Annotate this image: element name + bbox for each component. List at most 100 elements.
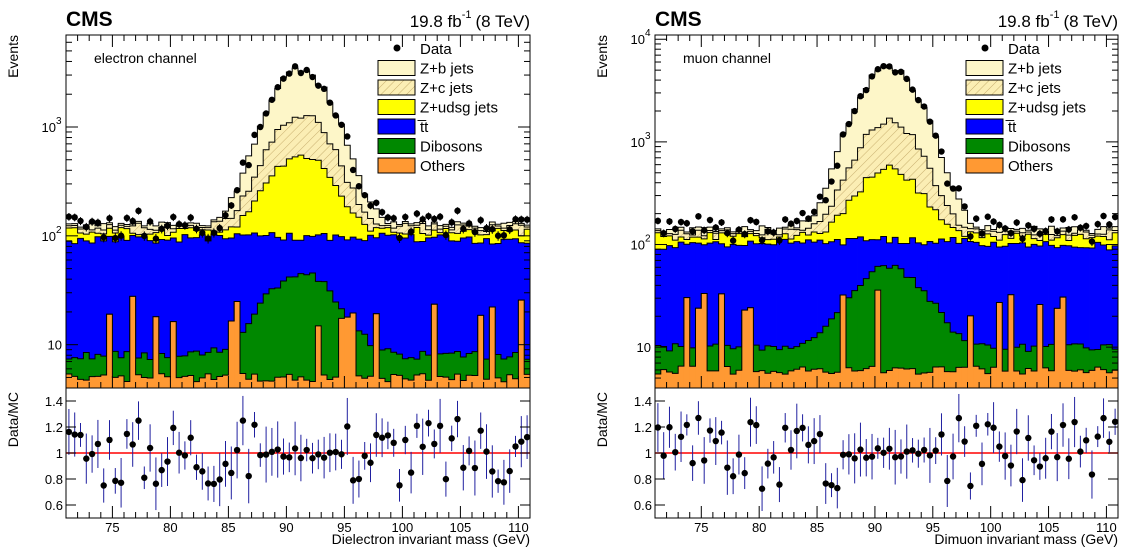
ratio-point [349, 477, 357, 484]
stack-bin [817, 368, 824, 388]
ratio-point [996, 443, 1003, 450]
stack-bin [776, 239, 783, 388]
y-tick-label: 10 [637, 340, 651, 355]
ratio-point [175, 449, 183, 456]
stack-bin [759, 370, 766, 388]
stack-bin [672, 373, 679, 388]
ratio-point [129, 441, 136, 448]
stack-bin [286, 277, 293, 388]
stack-bin [454, 241, 461, 388]
data-points [65, 63, 531, 244]
stack-bin [414, 375, 421, 388]
stack-bin [1013, 243, 1021, 388]
ratio-point [65, 428, 73, 436]
data-point [1007, 229, 1015, 237]
stack-bin [1112, 349, 1119, 388]
legend-label: Dibosons [1008, 139, 1071, 156]
stack-bin [489, 307, 496, 388]
stack-others [66, 295, 531, 388]
cms-label: CMS [655, 8, 702, 31]
lumi-energy: (8 TeV) [1064, 12, 1119, 31]
stack-bin [1031, 346, 1038, 388]
stack-bin [141, 236, 148, 388]
stack-bin [332, 302, 339, 388]
stack-bin [741, 310, 748, 388]
data-point [1059, 216, 1067, 223]
data-point [373, 199, 380, 206]
ratio-point [373, 431, 380, 439]
stack-bin [495, 377, 502, 388]
stack-bin [269, 288, 276, 388]
data-point [193, 225, 200, 232]
stack-bin [944, 371, 951, 388]
stack-bin [678, 366, 685, 388]
data-point [164, 222, 171, 230]
legend-label: Z+udsg jets [420, 100, 498, 117]
stack-bin [211, 233, 218, 388]
ratio-point [141, 474, 148, 481]
stack-bin [1106, 372, 1113, 388]
stack-bin [1089, 349, 1096, 388]
stack-bin [524, 359, 531, 388]
stack-bin [1089, 370, 1096, 388]
ratio-point [320, 454, 328, 461]
data-point [1065, 226, 1073, 233]
stack-bin [1002, 371, 1009, 388]
stack-bin [506, 239, 513, 388]
stack-bin [1094, 242, 1102, 388]
ratio-point [1054, 453, 1061, 461]
data-point [897, 68, 905, 76]
stack-bin [955, 243, 963, 388]
stack-bin [205, 373, 212, 388]
ratio-point [431, 440, 438, 448]
data-point [297, 69, 305, 77]
stack-bin [419, 373, 426, 388]
stack-bin [506, 374, 513, 388]
stack-bin [443, 235, 450, 388]
y-tick-label: 10 [48, 338, 62, 353]
x-axis: 75 80 85 90 95 100 105 110 [666, 35, 1117, 535]
stack-bin [770, 346, 777, 388]
data-point [926, 118, 934, 125]
ratio-point [1059, 421, 1067, 429]
legend-label: t̅t [1005, 119, 1017, 136]
y-axis-title: Events [594, 35, 610, 78]
stack-bin [390, 234, 397, 388]
stack-bin [182, 376, 189, 388]
stack-bin [216, 352, 223, 388]
stack-bin [660, 249, 667, 388]
data-point [460, 225, 467, 233]
data-point [338, 121, 345, 128]
stack-bin [506, 356, 513, 388]
stack-bin [799, 366, 806, 388]
x-tick-label: 80 [752, 520, 766, 535]
stack-bin [1077, 247, 1084, 388]
ratio-point [425, 419, 432, 427]
ratio-point [291, 445, 299, 452]
stack-bin [228, 238, 235, 388]
stack-bin [973, 242, 980, 388]
ratio-point [920, 446, 928, 454]
ratio-point [1082, 437, 1090, 444]
stack-bin [251, 314, 258, 388]
data-point [1036, 230, 1044, 237]
stack-bin [66, 241, 73, 388]
data-point [523, 216, 531, 223]
stack-bin [1013, 347, 1021, 388]
stack-bin [124, 240, 131, 388]
ratio-point [309, 454, 316, 462]
data-point [805, 215, 812, 222]
stack-bin [408, 357, 415, 388]
legend-entry: Z+b jets [377, 60, 474, 78]
y-tick-sup: 2 [645, 234, 651, 245]
data-point [262, 110, 270, 117]
stack-bin [845, 367, 853, 388]
stack-bin [321, 281, 328, 388]
ratio-point [506, 467, 513, 475]
stack-bin [799, 243, 806, 388]
data-point [689, 228, 696, 235]
stack-outline [66, 272, 530, 361]
ratio-point [158, 466, 165, 474]
stack-bin [437, 234, 444, 388]
